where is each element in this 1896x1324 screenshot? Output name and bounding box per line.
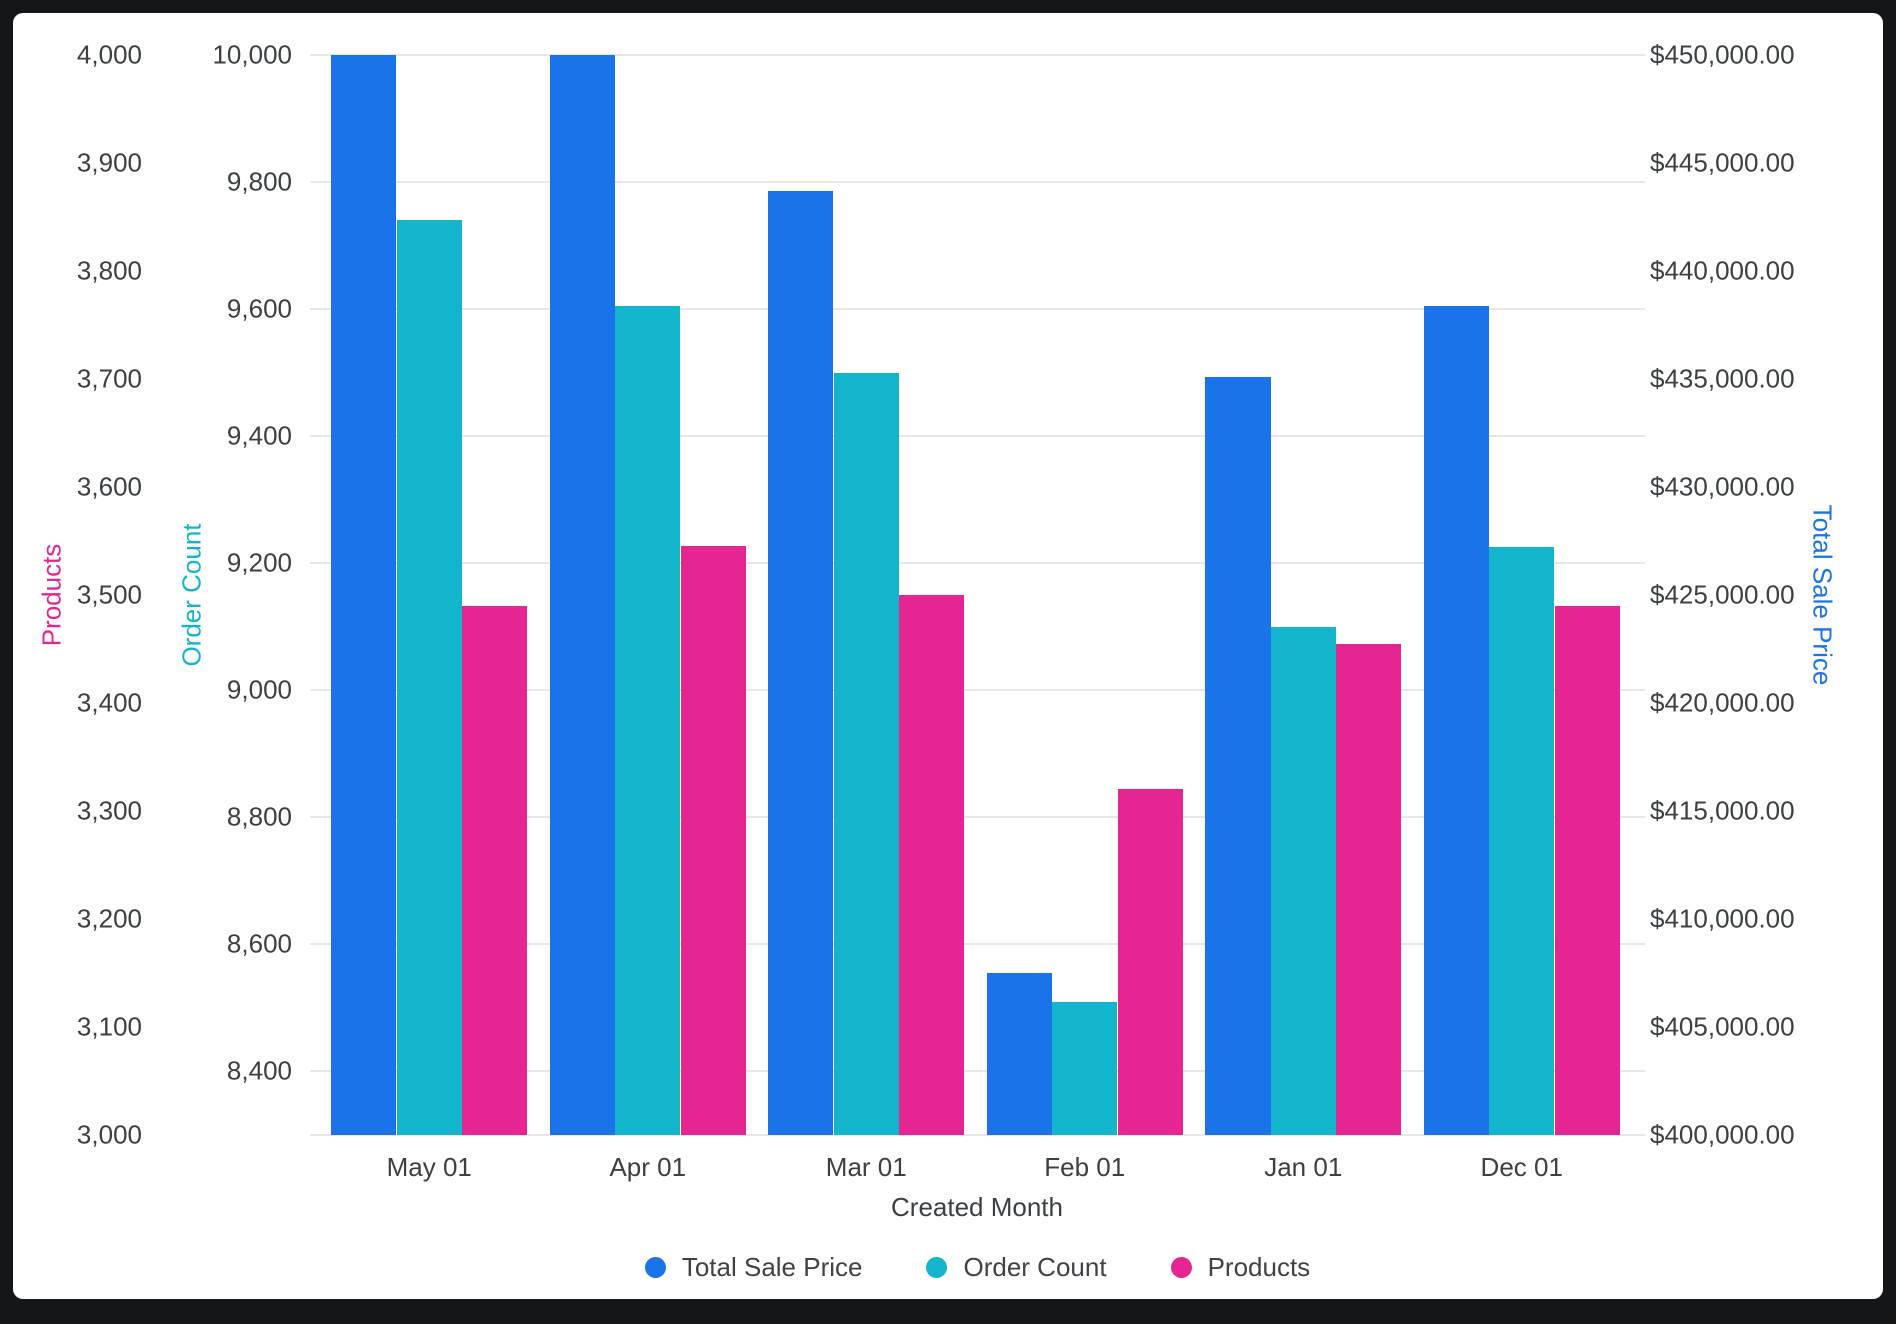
bar-total-sale-price-mar-01[interactable]: [768, 191, 834, 1135]
orders-tick-label: 8,600: [226, 928, 292, 959]
legend-label: Products: [1207, 1252, 1311, 1282]
price-tick-label: $410,000.00: [1650, 903, 1795, 934]
price-tick-label: $450,000.00: [1650, 39, 1795, 70]
bar-order-count-dec-01[interactable]: [1489, 547, 1555, 1135]
total-sale-price-axis-title: Total Sale Price: [1807, 504, 1838, 686]
products-tick-label: 3,700: [76, 363, 142, 394]
bar-total-sale-price-feb-01[interactable]: [986, 973, 1052, 1135]
price-tick-label: $400,000.00: [1650, 1119, 1795, 1150]
legend-item-total-sale-price[interactable]: Total Sale Price: [644, 1252, 863, 1283]
gridline: [310, 943, 1645, 945]
bar-products-jan-01[interactable]: [1336, 643, 1402, 1135]
products-tick-label: 3,500: [76, 579, 142, 610]
orders-tick-label: 9,600: [226, 293, 292, 324]
gridline: [310, 816, 1645, 818]
legend-dot-order-count: [926, 1257, 948, 1278]
legend-item-products[interactable]: Products: [1170, 1252, 1311, 1283]
gridline: [310, 54, 1645, 56]
orders-tick-label: 9,200: [226, 547, 292, 578]
orders-tick-label: 9,800: [226, 166, 292, 197]
bar-products-dec-01[interactable]: [1554, 605, 1620, 1135]
orders-tick-label: 9,400: [226, 420, 292, 451]
bar-products-may-01[interactable]: [461, 605, 528, 1135]
chart-stage: 4,000 3,900 3,800 3,700 3,600 3,500 3,400 3,300…: [13, 13, 1883, 1299]
price-tick-label: $415,000.00: [1650, 795, 1795, 826]
bar-order-count-apr-01[interactable]: [615, 305, 681, 1135]
orders-tick-label: 10,000: [212, 39, 292, 70]
gridline: [310, 689, 1645, 691]
gridline: [310, 1134, 1645, 1136]
bar-order-count-feb-01[interactable]: [1052, 1001, 1118, 1135]
bar-order-count-mar-01[interactable]: [833, 372, 899, 1135]
legend: Total Sale Price Order Count Products: [310, 1252, 1645, 1283]
products-tick-label: 3,200: [76, 903, 142, 934]
products-tick-label: 3,000: [76, 1119, 142, 1150]
price-tick-label: $425,000.00: [1650, 579, 1795, 610]
price-tick-label: $445,000.00: [1650, 147, 1795, 178]
orders-tick-label: 8,400: [226, 1055, 292, 1086]
gridline: [310, 1070, 1645, 1072]
chart-card: 4,000 3,900 3,800 3,700 3,600 3,500 3,400 3,300…: [13, 13, 1883, 1299]
x-axis-title: Created Month: [891, 1192, 1063, 1222]
bar-total-sale-price-dec-01[interactable]: [1423, 305, 1490, 1135]
orders-tick-label: 9,000: [226, 674, 292, 705]
products-tick-label: 3,800: [76, 255, 142, 286]
x-tick-label-apr-01: Apr 01: [609, 1152, 687, 1182]
bar-order-count-jan-01[interactable]: [1270, 626, 1336, 1135]
products-axis-title: Products: [36, 543, 67, 647]
x-tick-label-dec-01: Dec 01: [1480, 1152, 1563, 1182]
bar-order-count-may-01[interactable]: [396, 220, 462, 1135]
legend-label: Order Count: [963, 1252, 1107, 1282]
bar-products-feb-01[interactable]: [1117, 789, 1183, 1135]
legend-dot-total-sale-price: [644, 1257, 666, 1278]
products-tick-label: 3,400: [76, 687, 142, 718]
bar-products-mar-01[interactable]: [899, 595, 965, 1135]
bar-total-sale-price-jan-01[interactable]: [1205, 376, 1271, 1135]
products-tick-label: 3,600: [76, 471, 142, 502]
products-tick-label: 3,900: [76, 147, 142, 178]
x-tick-label-may-01: May 01: [386, 1152, 472, 1182]
price-tick-label: $420,000.00: [1650, 687, 1795, 718]
orders-tick-label: 8,800: [226, 801, 292, 832]
price-tick-label: $405,000.00: [1650, 1011, 1795, 1042]
price-tick-label: $440,000.00: [1650, 255, 1795, 286]
gridline: [310, 308, 1645, 310]
legend-item-order-count[interactable]: Order Count: [926, 1252, 1107, 1283]
products-tick-label: 4,000: [76, 39, 142, 70]
x-tick-label-mar-01: Mar 01: [825, 1152, 907, 1182]
x-tick-label-feb-01: Feb 01: [1044, 1152, 1126, 1182]
gridline: [310, 562, 1645, 564]
x-tick-label-jan-01: Jan 01: [1264, 1152, 1343, 1182]
bar-total-sale-price-may-01[interactable]: [331, 55, 397, 1135]
products-tick-label: 3,300: [76, 795, 142, 826]
price-tick-label: $430,000.00: [1650, 471, 1795, 502]
products-tick-label: 3,100: [76, 1011, 142, 1042]
gridline: [310, 435, 1645, 437]
legend-dot-products: [1170, 1257, 1192, 1278]
legend-label: Total Sale Price: [681, 1252, 863, 1282]
price-tick-label: $435,000.00: [1650, 363, 1795, 394]
gridline: [310, 181, 1645, 183]
bar-total-sale-price-apr-01[interactable]: [549, 55, 615, 1135]
bar-products-apr-01[interactable]: [680, 546, 746, 1135]
order-count-axis-title: Order Count: [176, 523, 207, 667]
